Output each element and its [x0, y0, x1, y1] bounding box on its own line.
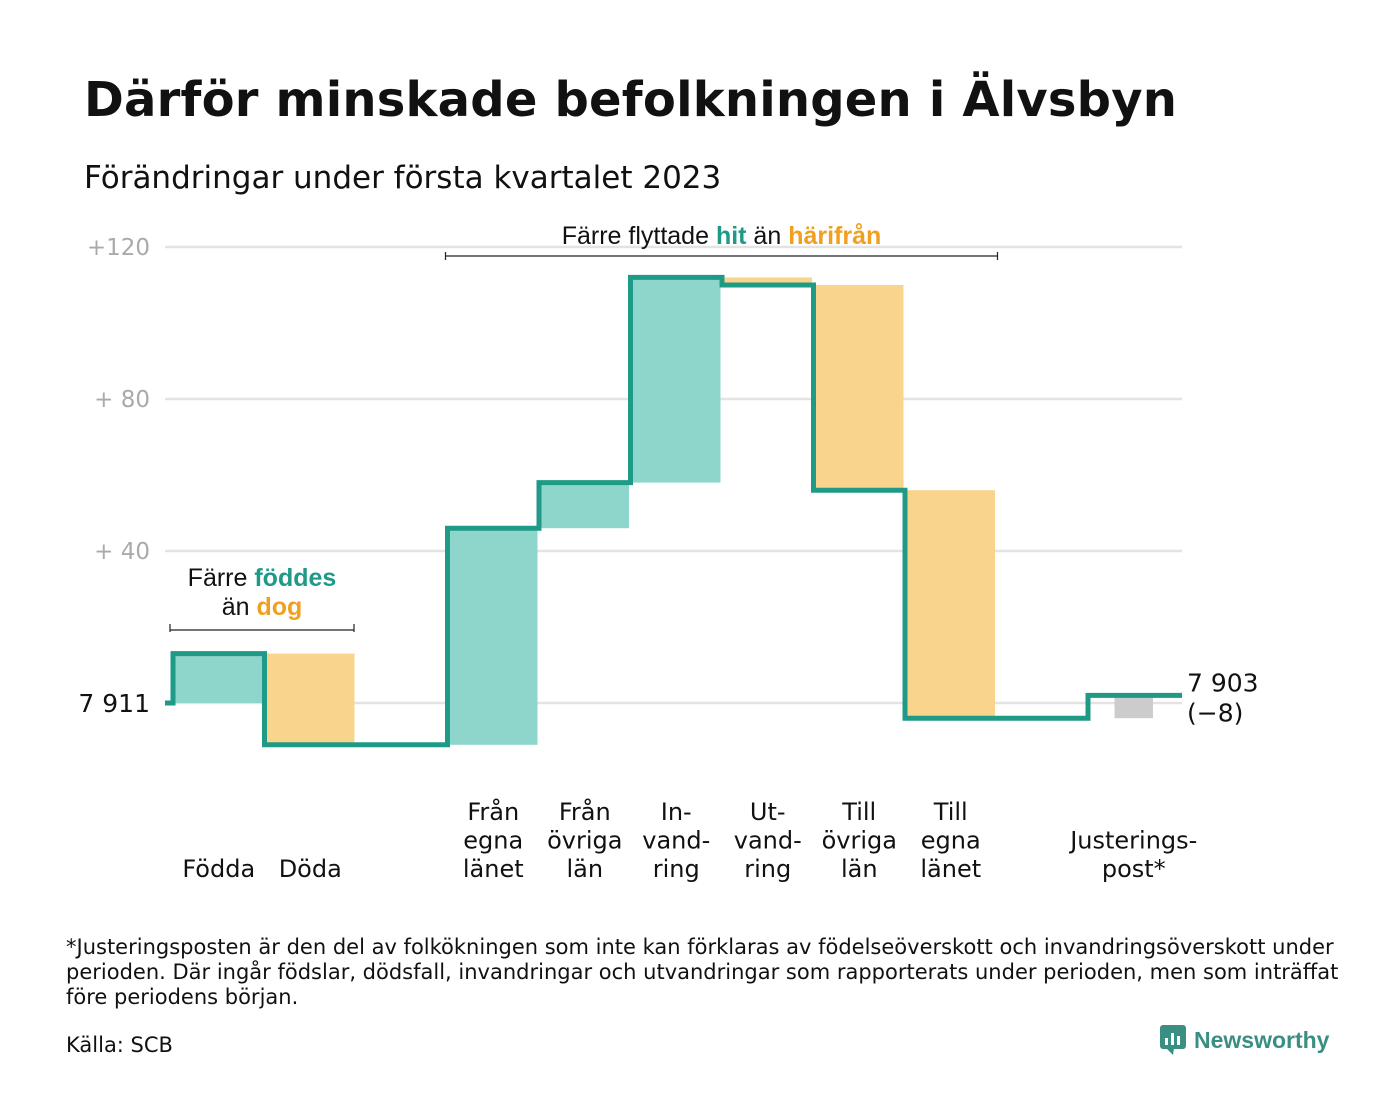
births-annotation-word: än [222, 593, 257, 621]
category-label: län [566, 855, 603, 883]
y-tick-label: +120 [87, 235, 150, 261]
end-change-label: (−8) [1187, 698, 1243, 727]
births-annotation-line2: än dog [222, 593, 303, 621]
category-label: Födda [182, 855, 255, 883]
births-annotation-highlight: dog [256, 593, 302, 621]
category-label: post* [1102, 855, 1166, 883]
category-label: länet [463, 855, 524, 883]
migration-annotation-highlight: härifrån [788, 222, 881, 250]
migration-annotation-word: Färre flyttade [562, 222, 716, 250]
brand-name: Newsworthy [1194, 1026, 1330, 1053]
category-label: ring [744, 855, 791, 883]
migration-annotation-word: än [746, 222, 788, 250]
births-annotation-word: Färre [188, 564, 255, 592]
births-bracket [169, 624, 355, 632]
migration-annotation: Färre flyttade hit än härifrån [444, 222, 999, 260]
births-annotation-line1: Färre föddes [188, 564, 337, 592]
category-label: övriga [547, 827, 622, 855]
category-label: ring [653, 855, 700, 883]
category-label: länet [920, 855, 981, 883]
source-label: Källa: SCB [66, 1033, 173, 1057]
waterfall-bar [174, 653, 263, 703]
start-value-label: 7 911 [78, 689, 150, 718]
footnote: *Justeringsposten är den del av folkökni… [66, 935, 1339, 1009]
category-label: Till [933, 798, 968, 826]
category-label: län [841, 855, 878, 883]
migration-bracket [444, 252, 999, 260]
waterfall-bar [540, 482, 629, 529]
migration-annotation-text: Färre flyttade hit än härifrån [562, 222, 882, 250]
category-label: övriga [822, 827, 897, 855]
category-label: egna [921, 827, 981, 855]
waterfall-bar [632, 277, 721, 483]
migration-annotation-highlight: hit [716, 222, 747, 250]
waterfall-bar [815, 285, 904, 491]
waterfall-bar [266, 653, 355, 745]
category-label: Justerings- [1068, 827, 1197, 855]
births-annotation-highlight: föddes [254, 564, 336, 592]
waterfall-bar [1114, 695, 1153, 719]
category-label: vand- [734, 827, 802, 855]
category-label: vand- [642, 827, 710, 855]
y-tick-label: + 80 [94, 387, 150, 413]
category-label: Döda [279, 855, 342, 883]
population-step-line [165, 274, 1182, 748]
waterfall-bar [906, 490, 995, 719]
chart-title: Därför minskade befolkningen i Älvsbyn [84, 72, 1178, 128]
chart-subtitle: Förändringar under första kvartalet 2023 [84, 160, 722, 196]
y-tick-label: + 40 [94, 539, 150, 565]
category-label: Från [467, 797, 519, 826]
waterfall-bar [723, 277, 812, 285]
category-label: egna [463, 827, 523, 855]
category-label: In- [661, 798, 692, 826]
category-label: Till [841, 798, 876, 826]
end-value-label: 7 903 [1187, 668, 1259, 697]
category-label: Ut- [750, 798, 786, 826]
waterfall-bar [449, 528, 538, 745]
brand-logo: Newsworthy [1160, 1025, 1329, 1055]
chart-bubble-icon [1160, 1025, 1186, 1055]
category-label: Från [559, 797, 611, 826]
